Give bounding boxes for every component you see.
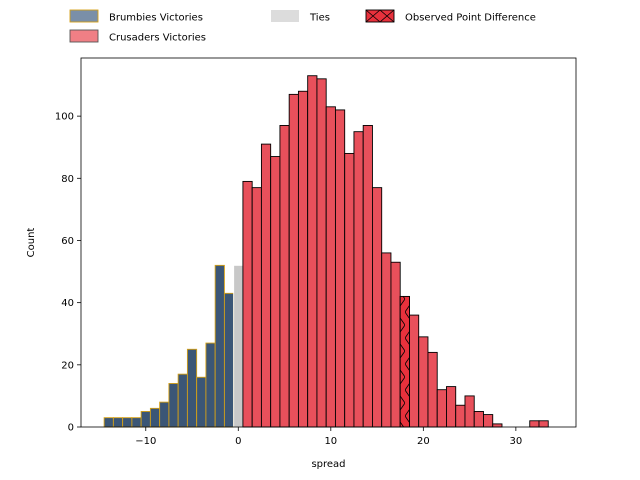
axes: −10 0 10 20 30 0 20 40 60 80 100 [55,57,577,447]
bars [103,75,549,428]
brumbies-bar--9 [149,407,161,428]
crusaders-bar-1 [242,180,253,428]
legend-swatch-crusaders [69,29,99,43]
legend-label-ties: Ties [309,13,330,24]
brumbies-bar--8 [159,401,170,428]
crusaders-bar-15 [371,187,383,428]
crusaders-bar-22 [436,389,447,428]
crusaders-bar-28 [492,423,503,428]
y-tick-label: 100 [55,112,74,123]
crusaders-bar-10 [325,106,336,428]
x-tick-label: 10 [324,436,337,447]
crusaders-bar-12 [344,152,355,428]
crusaders-bar-3 [260,143,272,428]
brumbies-bar--6 [177,373,188,428]
crusaders-bar-19 [409,314,420,428]
legend-swatch-observed [365,9,395,23]
crusaders-bar-21 [427,351,438,428]
crusaders-bar-25 [464,395,475,428]
x-tick-label: −10 [135,436,156,447]
brumbies-bar--4 [196,376,207,428]
y-tick-label: 20 [61,360,74,371]
crusaders-bar-6 [288,93,299,428]
brumbies-bar--13 [112,417,124,428]
x-tick-label: 20 [417,436,430,447]
legend-label-observed: Observed Point Difference [405,13,536,24]
crusaders-bar-17 [390,261,401,428]
crusaders-bar-24 [455,404,466,428]
x-tick-label: 0 [235,436,241,447]
crusaders-bar-23 [446,386,457,428]
brumbies-bar--2 [214,264,225,428]
legend-swatch-brumbies [69,9,99,23]
crusaders-bar-32 [529,420,540,428]
crusaders-bar-20 [418,336,429,428]
observed-hatch [400,296,410,427]
plot-frame [80,57,577,428]
crusaders-bar-5 [279,125,290,428]
crusaders-bar-27 [483,414,494,428]
legend-swatch-ties [271,10,299,22]
brumbies-bar--11 [131,417,142,428]
legend: Brumbies Victories Crusaders Victories Tie… [69,9,536,44]
crusaders-bar-2 [251,187,262,428]
brumbies-bar--7 [168,383,179,428]
y-tick-label: 60 [61,236,74,247]
y-axis-label: Count [26,228,37,258]
crusaders-bar-9 [316,78,327,428]
brumbies-bar--3 [205,342,216,428]
brumbies-bar--5 [186,348,198,428]
brumbies-bar--12 [122,417,133,428]
crusaders-bar-33 [538,420,549,428]
crusaders-bar-4 [270,156,281,428]
crusaders-bar-26 [473,411,484,428]
crusaders-bar-14 [362,125,373,428]
crusaders-bar-16 [381,252,392,428]
y-tick-label: 80 [61,174,74,185]
ties-bar-0 [233,264,244,428]
x-tick-label: 30 [509,436,522,447]
brumbies-bar--14 [103,417,114,428]
x-axis-label: spread [311,459,345,470]
y-tick-label: 40 [61,298,74,309]
brumbies-bar--1 [223,292,235,428]
legend-label-crusaders: Crusaders Victories [109,33,206,44]
crusaders-bar-8 [307,75,318,428]
crusaders-bar-11 [334,109,346,428]
legend-label-brumbies: Brumbies Victories [109,13,203,24]
crusaders-bar-13 [353,131,364,428]
y-tick-label: 0 [68,423,74,434]
legend-hatch [365,9,395,23]
crusaders-bar-7 [297,90,309,428]
brumbies-bar--10 [140,411,151,428]
